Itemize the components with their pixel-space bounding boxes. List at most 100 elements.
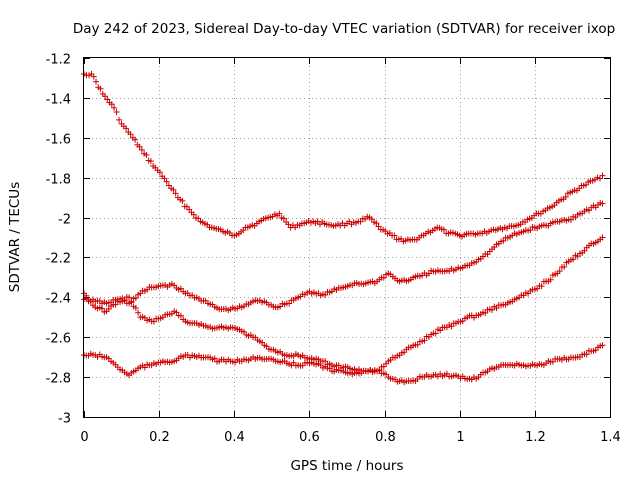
data-point xyxy=(170,186,177,193)
data-point xyxy=(285,221,292,228)
x-tick-label: 1 xyxy=(456,430,464,445)
data-point xyxy=(127,131,134,138)
data-point xyxy=(123,125,130,132)
y-tick-label: -3 xyxy=(58,412,71,427)
data-point xyxy=(87,298,94,305)
data-point xyxy=(276,210,283,217)
data-point xyxy=(112,301,119,308)
series-3 xyxy=(81,234,606,375)
chart-title: Day 242 of 2023, Sidereal Day-to-day VTE… xyxy=(73,21,615,37)
data-point xyxy=(126,294,133,301)
data-point xyxy=(132,294,139,301)
data-point xyxy=(132,136,139,143)
data-point xyxy=(391,232,398,239)
data-point xyxy=(322,358,329,365)
x-tick-label: 1.4 xyxy=(600,430,621,445)
y-tick-label: -2.8 xyxy=(46,372,71,387)
data-point xyxy=(138,146,145,153)
series-2 xyxy=(81,200,606,314)
data-point xyxy=(136,143,143,150)
y-tick-label: -1.8 xyxy=(46,173,71,188)
data-point xyxy=(116,116,123,123)
x-tick-label: 0.6 xyxy=(299,430,320,445)
data-point xyxy=(583,351,590,358)
data-point xyxy=(150,318,157,325)
data-point xyxy=(102,93,109,100)
data-point xyxy=(368,216,375,223)
data-point xyxy=(375,223,382,230)
data-point xyxy=(562,193,569,200)
data-point xyxy=(432,330,439,337)
data-point xyxy=(128,298,135,305)
data-point xyxy=(500,237,507,244)
data-point xyxy=(156,169,163,176)
y-tick-label: -2.6 xyxy=(46,332,71,347)
data-point xyxy=(596,175,603,182)
y-tick-label: -1.2 xyxy=(46,53,71,68)
y-tick-label: -1.4 xyxy=(46,93,71,108)
data-point xyxy=(195,215,202,222)
data-point xyxy=(448,323,455,330)
data-point xyxy=(599,234,606,241)
data-point xyxy=(599,342,606,349)
chart-tick-labels: 0 0.2 0.4 0.6 0.8 1 1.2 1.4 -1.2 -1.4 -1.6 -1.8 -2 -2… xyxy=(46,53,621,446)
data-point xyxy=(86,72,93,79)
y-tick-label: -1.6 xyxy=(46,133,71,148)
data-point xyxy=(143,152,150,159)
data-point xyxy=(161,175,168,182)
y-tick-label: -2.4 xyxy=(46,292,71,307)
data-point xyxy=(594,174,601,181)
data-point xyxy=(132,305,139,312)
data-point xyxy=(99,305,106,312)
data-point xyxy=(414,341,421,348)
data-point xyxy=(97,85,104,92)
data-point xyxy=(482,310,489,317)
series-1 xyxy=(81,70,606,245)
plot-frame xyxy=(83,57,611,418)
data-point xyxy=(83,292,90,299)
y-axis-label: SDTVAR / TECUs xyxy=(7,182,23,292)
data-point xyxy=(93,78,100,85)
data-point xyxy=(561,263,568,270)
data-point xyxy=(121,297,128,304)
data-point xyxy=(147,158,154,165)
data-point xyxy=(135,309,142,316)
data-point xyxy=(190,211,197,218)
data-point xyxy=(163,178,170,185)
data-point xyxy=(177,285,184,292)
data-point xyxy=(280,215,287,222)
data-point xyxy=(177,312,184,319)
data-point xyxy=(556,268,563,275)
data-point xyxy=(286,300,293,307)
data-point xyxy=(440,226,447,233)
data-point xyxy=(172,190,179,197)
data-point xyxy=(357,218,364,225)
data-point xyxy=(437,327,444,334)
data-point xyxy=(527,227,534,234)
data-point xyxy=(489,306,496,313)
x-tick-label: 0 xyxy=(80,430,88,445)
data-point xyxy=(173,309,180,316)
data-point xyxy=(599,172,606,179)
data-point xyxy=(141,364,148,371)
data-point xyxy=(90,73,97,80)
x-tick-label: 0.4 xyxy=(224,430,245,445)
y-tick-label: -2.2 xyxy=(46,252,71,267)
data-point xyxy=(179,197,186,204)
chart-points xyxy=(81,70,606,386)
data-point xyxy=(373,220,380,227)
data-point xyxy=(104,96,111,103)
data-point xyxy=(567,216,574,223)
data-point xyxy=(599,200,606,207)
data-point xyxy=(241,328,248,335)
data-point xyxy=(117,299,124,306)
x-tick-label: 0.8 xyxy=(375,430,396,445)
series-4 xyxy=(81,342,606,386)
data-point xyxy=(380,274,387,281)
data-point xyxy=(581,247,588,254)
data-point xyxy=(538,283,545,290)
x-axis-label: GPS time / hours xyxy=(290,458,403,474)
data-point xyxy=(211,355,218,362)
x-tick-label: 1.2 xyxy=(525,430,546,445)
